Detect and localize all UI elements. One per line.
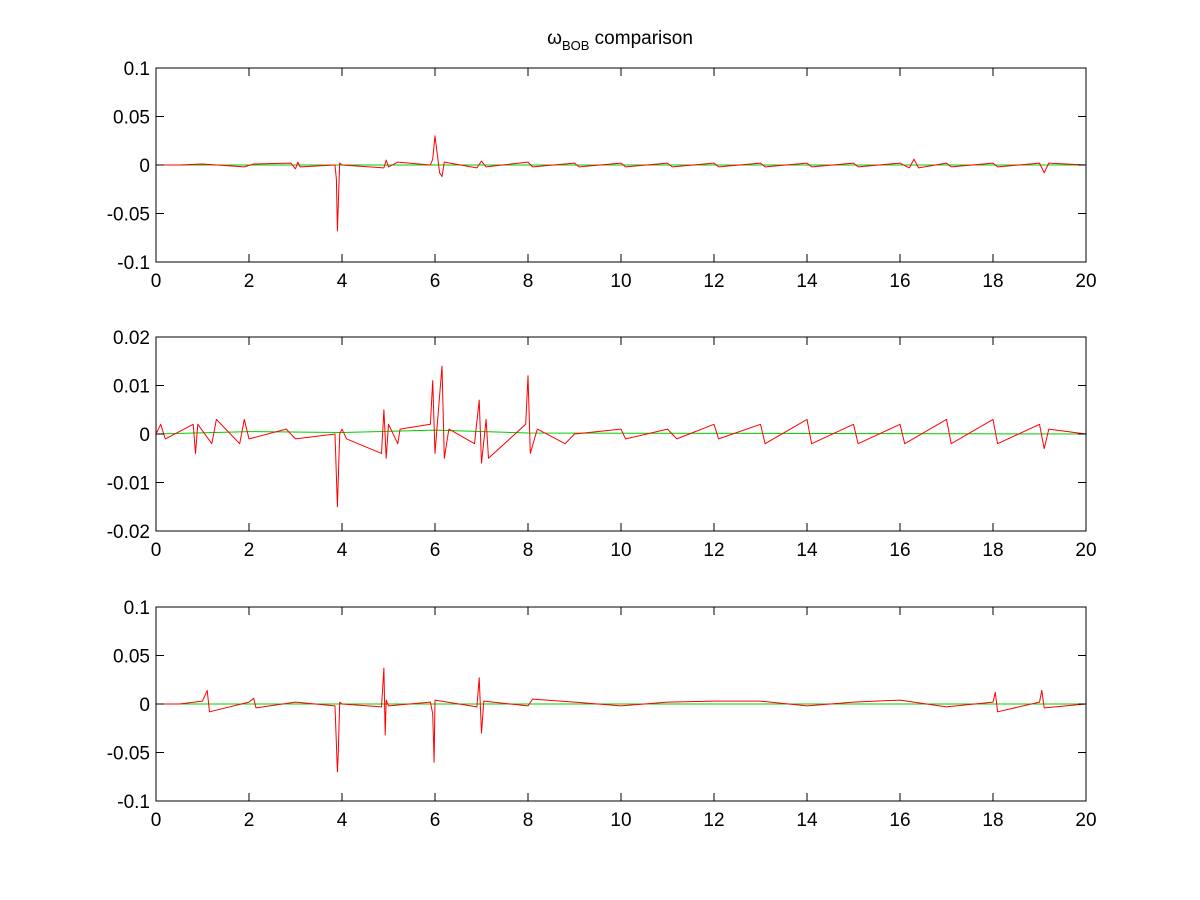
x-tick-label: 20: [1075, 810, 1096, 831]
x-tick-label: 4: [337, 540, 348, 561]
x-tick-label: 6: [430, 271, 441, 292]
x-tick-label: 16: [889, 271, 910, 292]
x-tick-label: 12: [703, 271, 724, 292]
x-tick-label: 12: [703, 810, 724, 831]
title-subscript: BOB: [562, 38, 589, 53]
subplot-2: 0 2 4 6 8 10 12 14 16 18 20 0.02 0.01 0 -0.01 -0.02: [107, 328, 1097, 561]
subplots-group: 0 2 4 6 8 10 12 14 16 18 200.10.050-0.05-0.10 2 4 6 8 1…: [107, 59, 1097, 831]
y-tick-label: 0: [139, 156, 150, 177]
x-tick-label: 14: [796, 271, 818, 292]
series-group: [156, 667, 1086, 773]
x-tick-label: 10: [610, 271, 631, 292]
series-line-2: [156, 135, 1086, 232]
y-tick-label: 0.02: [113, 328, 150, 349]
y-tick-label: -0.01: [107, 474, 150, 495]
x-tick-label: 0: [151, 810, 162, 831]
x-tick-label: 18: [982, 810, 1003, 831]
y-tick-label: 0: [139, 425, 150, 446]
x-tick-label: 6: [430, 540, 441, 561]
x-tick-label: 0: [151, 271, 162, 292]
x-tick-label: 2: [244, 810, 255, 831]
title-omega: ω: [547, 28, 562, 49]
x-tick-label: 16: [889, 810, 910, 831]
title-text: comparison: [589, 28, 693, 49]
series-line-2: [156, 365, 1086, 508]
y-tick-label: 0.05: [113, 647, 150, 668]
x-tick-label: 18: [982, 540, 1003, 561]
x-tick-label: 8: [523, 271, 534, 292]
y-tick-label: -0.05: [107, 744, 150, 765]
x-tick-label: 6: [430, 810, 441, 831]
y-tick-label: -0.05: [107, 205, 150, 226]
x-tick-label: 20: [1075, 271, 1096, 292]
y-tick-label: 0.1: [124, 59, 150, 80]
subplot-3: 0 2 4 6 8 10 12 14 16 18 20 0.1 0.05 0 -0.05 -0.1: [107, 598, 1097, 831]
x-tick-label: 12: [703, 540, 724, 561]
series-line-2: [156, 667, 1086, 773]
series-group: [156, 365, 1086, 508]
x-tick-label: 14: [796, 810, 818, 831]
y-tick-label: 0: [139, 695, 150, 716]
x-tick-label: 16: [889, 540, 910, 561]
x-tick-label: 2: [244, 540, 255, 561]
x-tick-label: 2: [244, 271, 255, 292]
x-tick-label: 10: [610, 810, 631, 831]
x-tick-label: 0: [151, 540, 162, 561]
x-tick-label: 14: [796, 540, 818, 561]
x-tick-label: 8: [523, 540, 534, 561]
y-tick-label: -0.1: [117, 253, 150, 274]
y-tick-label: 0.01: [113, 377, 150, 398]
x-tick-label: 8: [523, 810, 534, 831]
subplot-1: 0 2 4 6 8 10 12 14 16 18 20 0.1 0.05 0 -0.05 -0.1: [107, 59, 1097, 292]
x-tick-label: 20: [1075, 540, 1096, 561]
x-tick-label: 10: [610, 540, 631, 561]
y-tick-label: -0.1: [117, 792, 150, 813]
y-tick-label: 0.05: [113, 108, 150, 129]
series-group: [156, 135, 1086, 232]
y-tick-label: 0.1: [124, 598, 150, 619]
x-tick-label: 18: [982, 271, 1003, 292]
x-tick-label: 4: [337, 271, 348, 292]
x-tick-label: 4: [337, 810, 348, 831]
y-tick-label: -0.02: [107, 522, 150, 543]
figure-title: ωBOB comparison: [547, 28, 693, 53]
